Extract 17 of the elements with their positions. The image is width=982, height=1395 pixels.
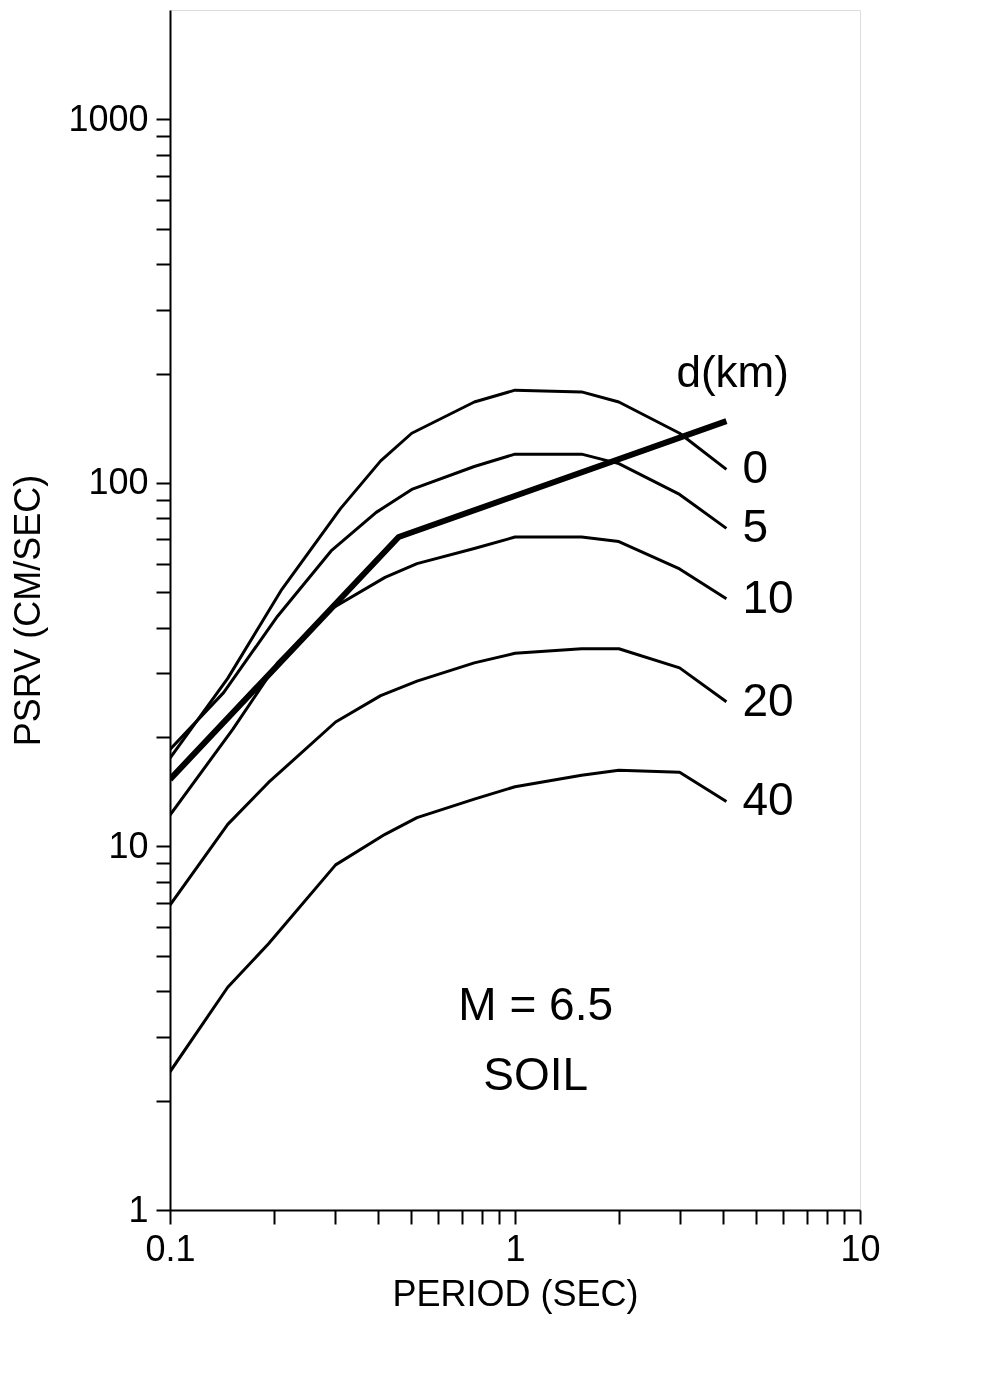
series-label: 20 (742, 673, 794, 726)
x-axis-title: PERIOD (SEC) (392, 1272, 639, 1314)
series-label: 10 (742, 570, 794, 623)
series-label: 5 (742, 500, 768, 553)
y-tick-label: 100 (88, 461, 149, 503)
x-tick-label: 0.1 (145, 1227, 196, 1269)
y-tick-label: 1 (128, 1188, 149, 1230)
legend-title: d(km) (676, 347, 789, 397)
y-tick-label: 1000 (68, 97, 149, 139)
x-tick-label: 10 (840, 1227, 881, 1269)
y-tick-label: 10 (108, 824, 149, 866)
annotation: SOIL (483, 1048, 589, 1100)
series-label: 0 (742, 441, 768, 494)
series-label: 40 (742, 773, 794, 826)
x-tick-label: 1 (505, 1227, 526, 1269)
y-axis-title: PSRV (CM/SEC) (7, 474, 49, 747)
annotation: M = 6.5 (458, 978, 614, 1030)
